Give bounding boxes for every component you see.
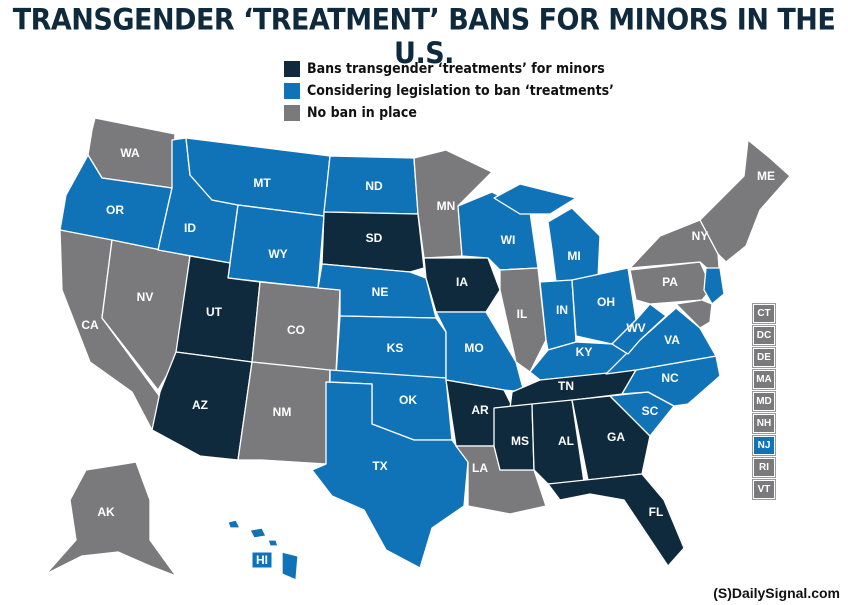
hi-label-box xyxy=(251,551,273,569)
label-la: LA xyxy=(472,461,488,475)
map-title: TRANSGENDER ‘TREATMENT’ BANS FOR MINORS … xyxy=(12,3,836,71)
small-state-de[interactable]: DE xyxy=(752,347,776,368)
label-tn: TN xyxy=(558,379,574,393)
small-state-vt[interactable]: VT xyxy=(752,479,776,500)
state-fl[interactable] xyxy=(547,473,685,567)
label-ga: GA xyxy=(607,430,625,444)
state-tx[interactable] xyxy=(311,381,469,569)
legend-label: Considering legislation to ban ‘treatmen… xyxy=(307,83,614,99)
small-state-dc[interactable]: DC xyxy=(752,325,776,346)
label-wi: WI xyxy=(501,233,516,247)
label-sc: SC xyxy=(642,404,659,418)
label-wv: WV xyxy=(626,321,645,335)
label-ca: CA xyxy=(81,318,99,332)
legend-item-ban: Bans transgender ‘treatments’ for minors xyxy=(284,58,614,80)
state-nm[interactable] xyxy=(237,361,331,465)
label-mo: MO xyxy=(464,341,483,355)
label-al: AL xyxy=(558,434,574,448)
label-in: IN xyxy=(556,303,568,317)
credit: (S)DailySignal.com xyxy=(713,585,840,601)
state-md-de[interactable] xyxy=(675,299,713,329)
label-nc: NC xyxy=(661,371,679,385)
legend-label: No ban in place xyxy=(307,105,417,121)
label-ky: KY xyxy=(576,345,593,359)
label-ak: AK xyxy=(97,505,115,519)
label-ne: NE xyxy=(372,285,389,299)
small-state-ma[interactable]: MA xyxy=(752,369,776,390)
state-ak[interactable] xyxy=(45,461,177,577)
legend-swatch xyxy=(284,105,300,121)
label-ia: IA xyxy=(456,275,468,289)
state-hi[interactable] xyxy=(227,519,299,581)
state-new-england[interactable] xyxy=(699,139,791,263)
label-ar: AR xyxy=(471,403,489,417)
state-sd[interactable] xyxy=(321,211,425,273)
label-oh: OH xyxy=(597,295,615,309)
small-state-nj[interactable]: NJ xyxy=(752,435,776,456)
label-wy: WY xyxy=(268,247,287,261)
small-state-nh[interactable]: NH xyxy=(752,413,776,434)
state-nj[interactable] xyxy=(703,267,725,305)
label-ms: MS xyxy=(511,434,529,448)
label-ny: NY xyxy=(692,229,709,243)
state-mi[interactable] xyxy=(547,207,601,283)
label-mi: MI xyxy=(567,249,580,263)
label-wa: WA xyxy=(120,146,140,160)
label-sd: SD xyxy=(366,231,383,245)
small-state-ri[interactable]: RI xyxy=(752,457,776,478)
label-nv: NV xyxy=(137,290,154,304)
label-nm: NM xyxy=(273,405,292,419)
label-nd: ND xyxy=(365,179,383,193)
legend-label: Bans transgender ‘treatments’ for minors xyxy=(307,61,605,77)
label-co: CO xyxy=(287,323,305,337)
state-wv[interactable] xyxy=(611,303,667,355)
legend: Bans transgender ‘treatments’ for minors… xyxy=(284,58,614,124)
label-hi: HI xyxy=(256,553,268,567)
label-mt: MT xyxy=(253,176,271,190)
label-ut: UT xyxy=(206,305,223,319)
label-tx: TX xyxy=(372,459,387,473)
state-mi-upper[interactable] xyxy=(493,183,577,215)
state-ms[interactable] xyxy=(493,403,535,471)
legend-item-considering: Considering legislation to ban ‘treatmen… xyxy=(284,80,614,102)
label-mn: MN xyxy=(437,199,456,213)
small-state-ct[interactable]: CT xyxy=(752,303,776,324)
label-pa: PA xyxy=(662,275,678,289)
label-or: OR xyxy=(106,203,124,217)
label-va: VA xyxy=(664,333,680,347)
label-me: ME xyxy=(757,169,775,183)
legend-item-none: No ban in place xyxy=(284,102,614,124)
legend-swatch xyxy=(284,83,300,99)
label-fl: FL xyxy=(649,505,664,519)
label-ks: KS xyxy=(387,341,404,355)
label-il: IL xyxy=(517,307,528,321)
legend-swatch xyxy=(284,61,300,77)
label-ok: OK xyxy=(399,393,417,407)
small-state-md[interactable]: MD xyxy=(752,391,776,412)
label-id: ID xyxy=(184,221,196,235)
label-az: AZ xyxy=(192,398,208,412)
